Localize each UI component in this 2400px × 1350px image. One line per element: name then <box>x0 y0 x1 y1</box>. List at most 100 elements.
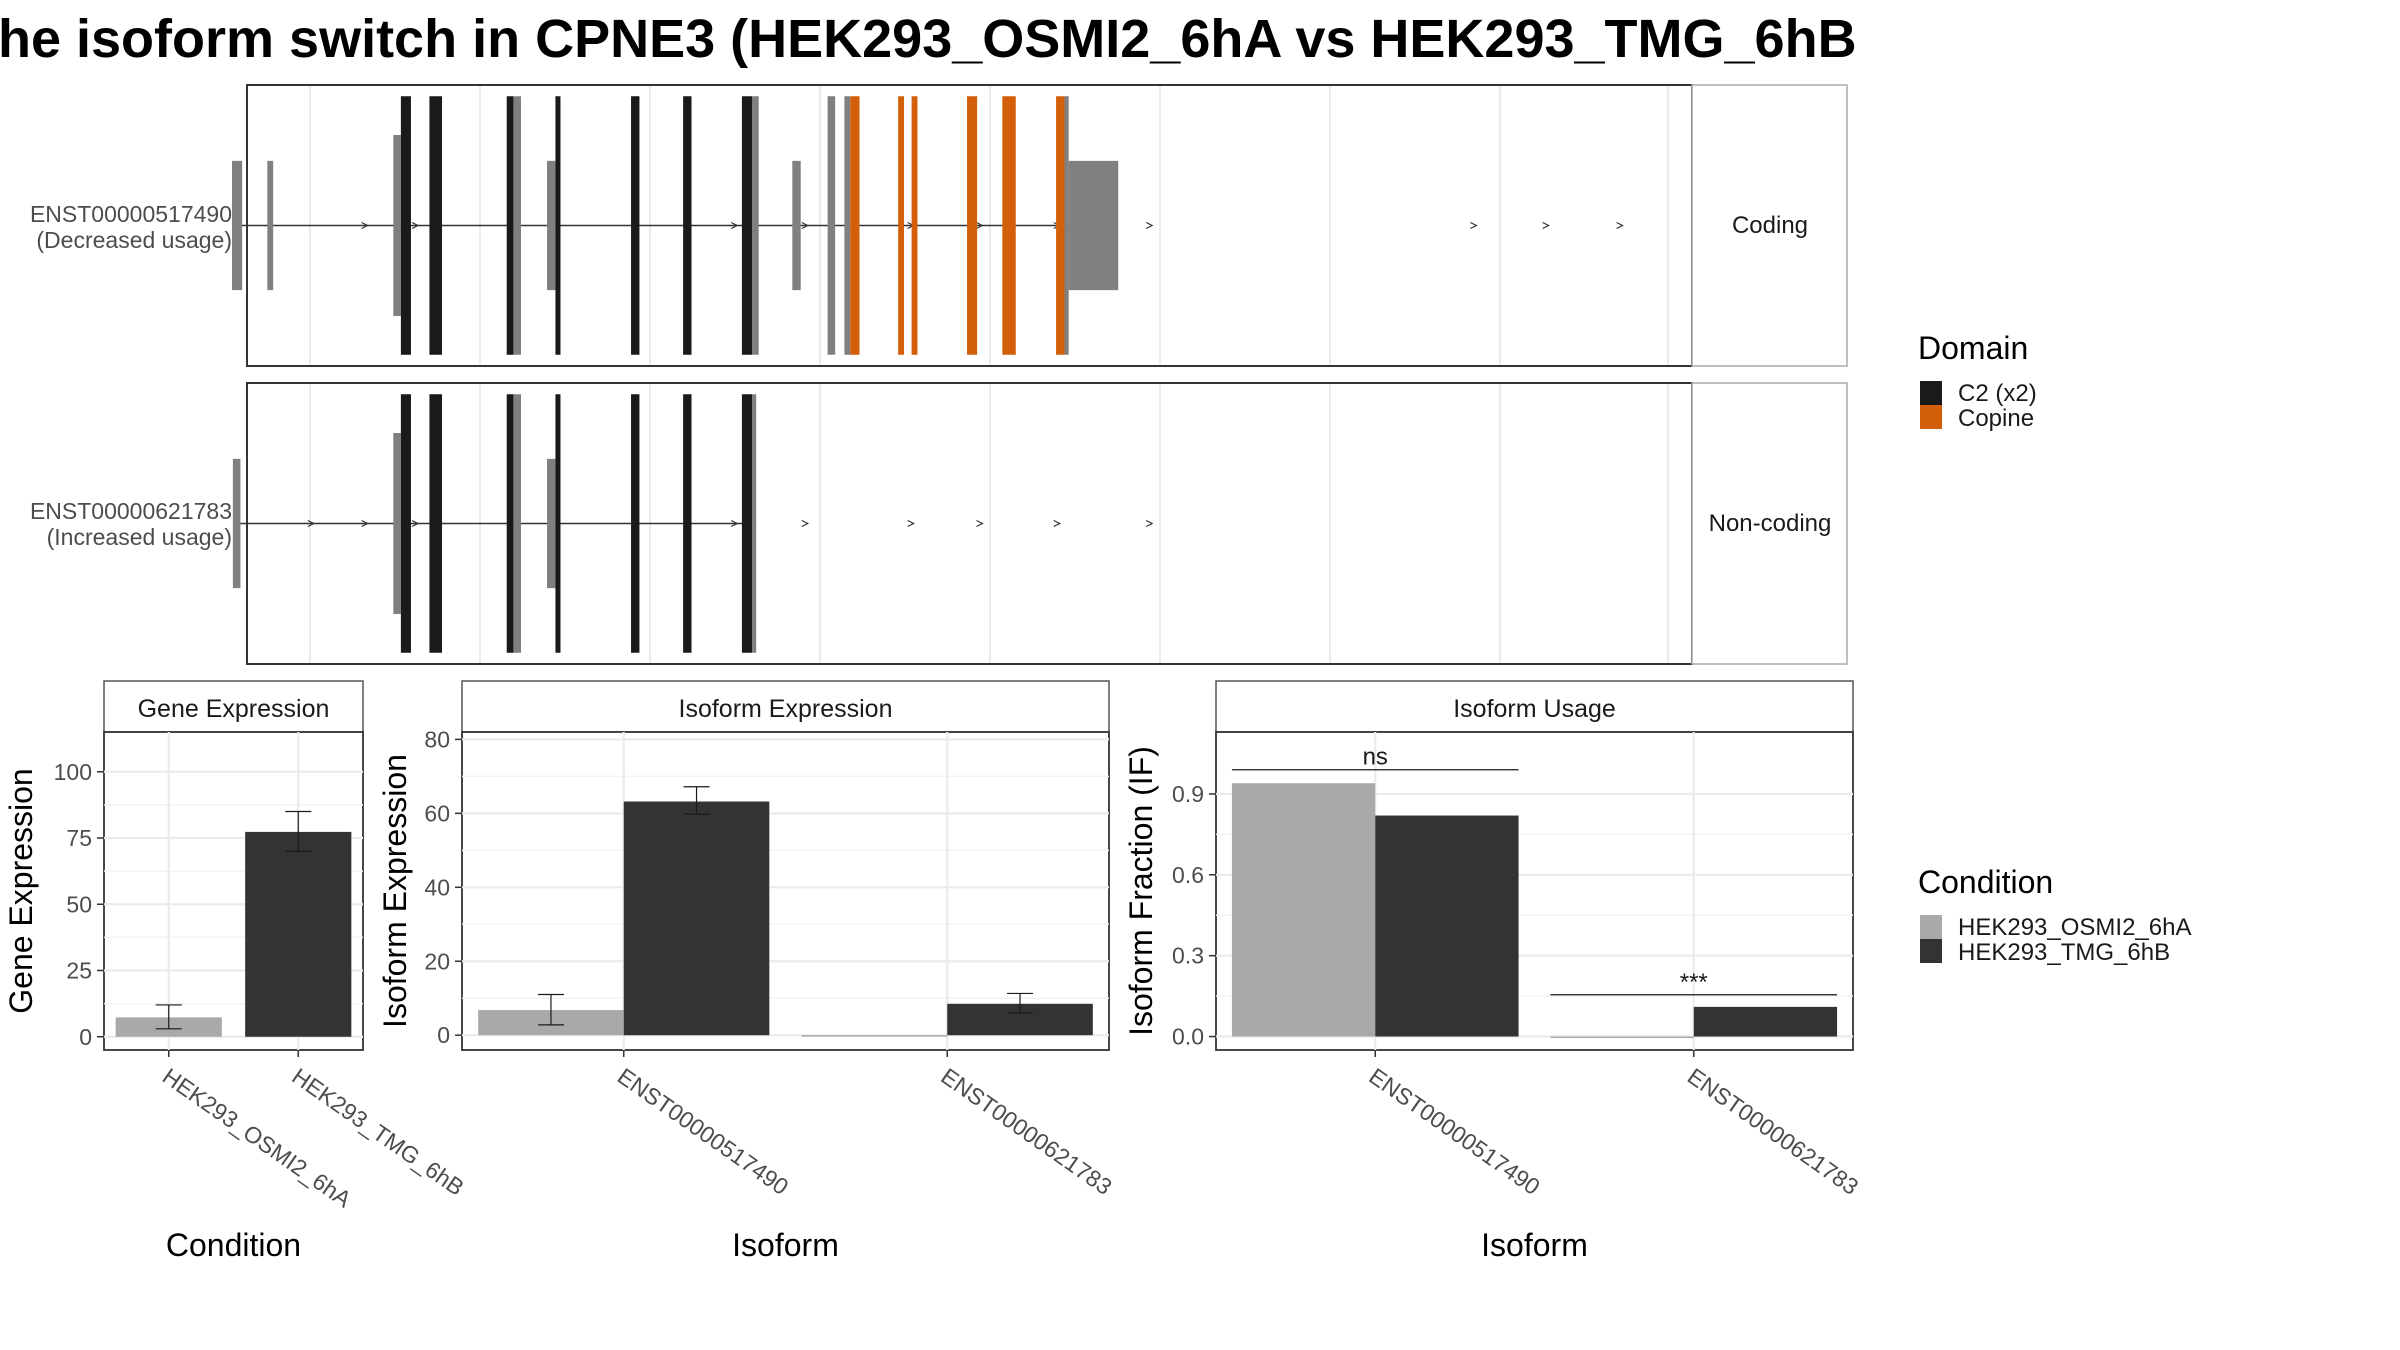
c2-domain-exon <box>400 394 411 653</box>
bar <box>801 1035 948 1037</box>
intron-arrow <box>907 519 915 528</box>
intron-arrow <box>1145 221 1154 230</box>
intron-arrow <box>411 221 420 230</box>
c2-domain-exon <box>683 96 692 355</box>
y-tick-label: 0 <box>437 1022 450 1048</box>
bar <box>1231 783 1376 1037</box>
facet-strip-label: Gene Expression <box>138 695 330 723</box>
intron-arrow <box>1616 221 1624 230</box>
utr-exon <box>1068 160 1119 291</box>
intron-arrow <box>801 221 810 230</box>
c2-domain-exon <box>555 394 561 653</box>
bar-charts: Gene Expression0255075100HEK293_OSMI2_6h… <box>3 680 1863 1263</box>
x-axis-title: Isoform <box>1481 1227 1588 1263</box>
c2-domain-exon <box>400 96 411 355</box>
utr-exon <box>513 394 521 653</box>
y-axis-title: Isoform Expression <box>377 754 413 1028</box>
y-tick-label: 100 <box>54 759 92 785</box>
intron-arrow <box>361 519 369 528</box>
y-tick-label: 0.0 <box>1172 1024 1204 1050</box>
condition-legend: Condition HEK293_OSMI2_6hA HEK293_TMG_6h… <box>1918 864 2191 966</box>
c2-domain-exon <box>429 394 443 653</box>
legend-label-cond-a: HEK293_OSMI2_6hA <box>1958 914 2191 941</box>
y-tick-label: 0.9 <box>1172 781 1204 807</box>
legend-key-cond-b <box>1920 939 1942 963</box>
y-tick-label: 60 <box>424 800 450 826</box>
y-tick-label: 75 <box>66 825 92 851</box>
utr-exon <box>267 160 274 291</box>
y-tick-label: 50 <box>66 891 92 917</box>
copine-domain-exon <box>850 96 860 355</box>
facet-strip-noncoding-label: Non-coding <box>1709 510 1832 537</box>
y-tick-label: 25 <box>66 958 92 984</box>
transcript-1-id: ENST00000517490 <box>30 201 232 227</box>
transcript-2-id: ENST00000621783 <box>30 498 232 524</box>
plot-panel <box>461 731 1110 1051</box>
y-tick-label: 0.6 <box>1172 862 1204 888</box>
utr-exon <box>513 96 521 355</box>
y-axis-title: Isoform Fraction (IF) <box>1123 746 1159 1036</box>
domain-legend-title: Domain <box>1918 330 2028 366</box>
intron-arrow <box>730 519 739 528</box>
c2-domain-exon <box>506 96 514 355</box>
utr-exon <box>752 96 759 355</box>
copine-domain-exon <box>911 96 918 355</box>
facet-strip-label: Isoform Usage <box>1453 695 1616 723</box>
utr-exon <box>827 96 836 355</box>
transcript-structure-panel <box>232 84 1700 665</box>
domain-legend: Domain C2 (x2) Copine <box>1918 330 2037 432</box>
significance-label: ns <box>1363 744 1388 771</box>
y-tick-label: 80 <box>424 726 450 752</box>
x-tick-label: ENST00000517490 <box>613 1063 793 1200</box>
utr-exon <box>232 458 241 589</box>
intron-arrow <box>801 519 810 528</box>
legend-label-cond-b: HEK293_TMG_6hB <box>1958 939 2170 966</box>
bar <box>1375 815 1519 1037</box>
transcript-1-usage: (Decreased usage) <box>36 227 232 253</box>
facet-strip-coding <box>1691 84 1848 367</box>
y-tick-label: 0.3 <box>1172 943 1204 969</box>
legend-key-c2 <box>1920 381 1942 405</box>
intron-arrow <box>1542 221 1550 230</box>
x-tick-label: ENST00000621783 <box>936 1063 1116 1200</box>
bar <box>1550 1036 1694 1039</box>
copine-domain-exon <box>1056 96 1065 355</box>
bar <box>245 831 352 1037</box>
intron-arrow <box>307 519 316 528</box>
legend-key-cond-a <box>1920 915 1942 939</box>
utr-exon <box>393 135 401 316</box>
intron-arrow <box>1053 519 1062 528</box>
utr-exon <box>547 160 556 291</box>
x-tick-label: ENST00000517490 <box>1364 1063 1544 1200</box>
c2-domain-exon <box>631 394 640 653</box>
copine-domain-exon <box>1002 96 1016 355</box>
copine-domain-exon <box>967 96 978 355</box>
intron-arrow <box>976 221 984 230</box>
facet-strip-label: Isoform Expression <box>679 695 893 723</box>
legend-label-copine: Copine <box>1958 405 2034 432</box>
intron-arrow <box>411 519 420 528</box>
intron-arrow <box>976 519 984 528</box>
c2-domain-exon <box>741 96 752 355</box>
y-tick-label: 0 <box>79 1024 92 1050</box>
facet-strip-noncoding <box>1691 382 1848 665</box>
intron-arrow <box>1470 221 1478 230</box>
utr-exon <box>844 96 851 355</box>
c2-domain-exon <box>429 96 443 355</box>
utr-exon <box>393 433 401 614</box>
facet-strip <box>103 680 364 733</box>
x-tick-label: ENST00000621783 <box>1683 1063 1863 1200</box>
legend-label-c2: C2 (x2) <box>1958 380 2037 407</box>
copine-domain-exon <box>898 96 905 355</box>
y-tick-label: 40 <box>424 874 450 900</box>
utr-exon <box>752 394 757 653</box>
utr-exon <box>1064 96 1069 355</box>
bar <box>623 801 770 1036</box>
intron-arrow <box>361 221 369 230</box>
utr-exon <box>232 160 243 291</box>
c2-domain-exon <box>506 394 514 653</box>
c2-domain-exon <box>631 96 640 355</box>
x-axis-title: Condition <box>166 1227 301 1263</box>
y-axis-title: Gene Expression <box>3 768 39 1013</box>
